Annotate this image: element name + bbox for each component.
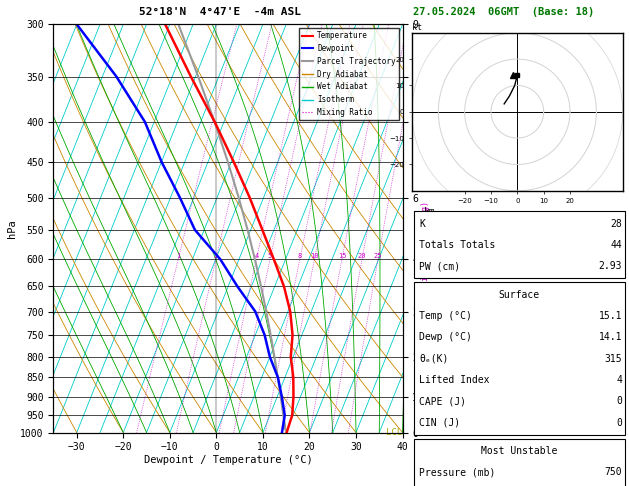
Text: kt: kt: [412, 23, 422, 32]
Text: 4: 4: [616, 375, 622, 385]
Text: CAPE (J): CAPE (J): [419, 397, 466, 406]
Text: 15.1: 15.1: [599, 311, 622, 321]
Text: θₑ(K): θₑ(K): [419, 354, 448, 364]
Text: 2: 2: [214, 253, 218, 260]
Text: 15: 15: [338, 253, 346, 260]
Text: 20: 20: [358, 253, 366, 260]
Y-axis label: hPa: hPa: [8, 219, 18, 238]
Text: PW (cm): PW (cm): [419, 261, 460, 271]
Text: 2.93: 2.93: [599, 261, 622, 271]
Text: 27.05.2024  06GMT  (Base: 18): 27.05.2024 06GMT (Base: 18): [413, 7, 594, 17]
Text: Lifted Index: Lifted Index: [419, 375, 489, 385]
Text: 0: 0: [616, 418, 622, 428]
Text: Dewp (°C): Dewp (°C): [419, 332, 472, 342]
Text: Pressure (mb): Pressure (mb): [419, 468, 495, 477]
Text: 10: 10: [310, 253, 319, 260]
Text: Most Unstable: Most Unstable: [481, 446, 557, 456]
Text: © weatheronline.co.uk: © weatheronline.co.uk: [463, 469, 576, 479]
Text: 0: 0: [616, 397, 622, 406]
Text: 5: 5: [268, 253, 272, 260]
Text: Totals Totals: Totals Totals: [419, 240, 495, 250]
Text: 14.1: 14.1: [599, 332, 622, 342]
Text: 4: 4: [254, 253, 259, 260]
Text: 25: 25: [374, 253, 382, 260]
Text: 8: 8: [298, 253, 302, 260]
Text: Surface: Surface: [499, 290, 540, 299]
Text: 315: 315: [604, 354, 622, 364]
Y-axis label: km
ASL: km ASL: [420, 207, 438, 228]
Text: 28: 28: [610, 219, 622, 228]
Text: K: K: [419, 219, 425, 228]
Text: 750: 750: [604, 468, 622, 477]
Text: Temp (°C): Temp (°C): [419, 311, 472, 321]
Text: 52°18'N  4°47'E  -4m ASL: 52°18'N 4°47'E -4m ASL: [139, 7, 301, 17]
Text: 1: 1: [176, 253, 181, 260]
Legend: Temperature, Dewpoint, Parcel Trajectory, Dry Adiabat, Wet Adiabat, Isotherm, Mi: Temperature, Dewpoint, Parcel Trajectory…: [299, 28, 399, 120]
X-axis label: Dewpoint / Temperature (°C): Dewpoint / Temperature (°C): [143, 455, 313, 465]
Text: LCL: LCL: [386, 428, 403, 437]
Text: 44: 44: [610, 240, 622, 250]
Text: Mixing Ratio (g/kg): Mixing Ratio (g/kg): [421, 201, 430, 296]
Text: CIN (J): CIN (J): [419, 418, 460, 428]
